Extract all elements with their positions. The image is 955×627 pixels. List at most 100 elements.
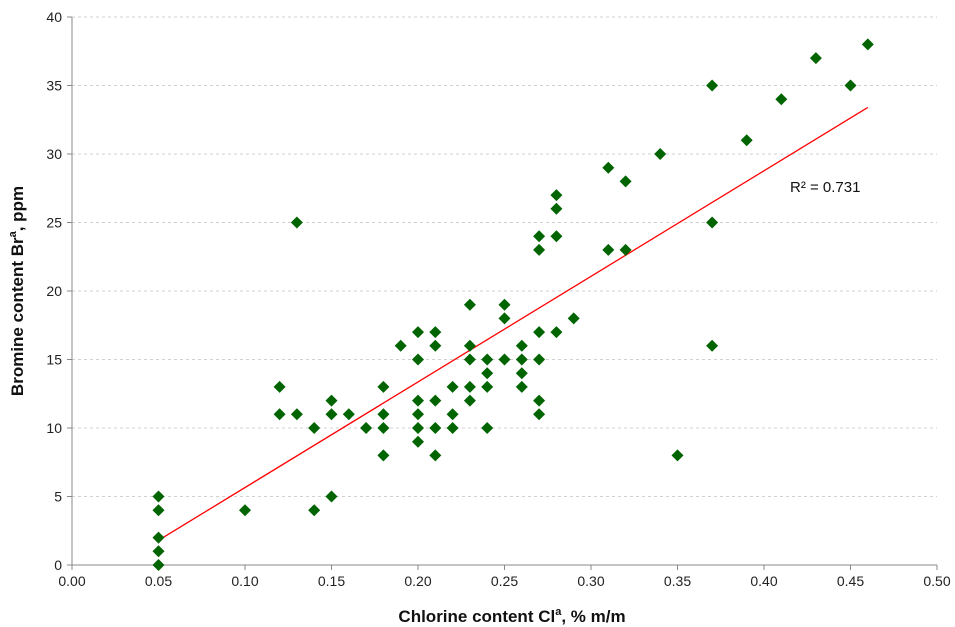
data-point [152, 559, 165, 571]
data-point [533, 408, 546, 421]
data-point [481, 367, 494, 380]
data-point [446, 422, 459, 434]
y-tick-label: 15 [46, 352, 62, 368]
data-point [515, 367, 528, 380]
data-point [515, 380, 528, 393]
data-point [152, 531, 165, 544]
data-point [706, 216, 719, 229]
data-point [342, 408, 355, 421]
data-point [602, 243, 615, 256]
x-tick-label: 0.10 [231, 573, 258, 589]
x-axis-title-sup: a [555, 606, 562, 618]
x-tick-label: 0.00 [58, 573, 85, 589]
data-point [152, 490, 165, 503]
y-tick-label: 0 [54, 557, 62, 573]
data-point [671, 449, 684, 462]
data-point [429, 339, 442, 352]
data-point [550, 326, 563, 339]
data-point [377, 408, 390, 421]
data-point [654, 148, 667, 160]
data-point [619, 243, 632, 256]
y-tick-labels: 0 5 10 15 20 25 30 35 40 [46, 9, 72, 573]
y-tick-label: 40 [46, 9, 62, 25]
data-point [844, 79, 857, 92]
data-point [775, 93, 788, 106]
data-point [481, 422, 494, 434]
gridlines [72, 16, 937, 497]
r-squared-annotation: R² = 0.731 [790, 179, 860, 196]
data-point [515, 353, 528, 366]
data-point [533, 394, 546, 407]
x-tick-label: 0.15 [318, 573, 345, 589]
data-point [706, 79, 719, 92]
y-axis-title-suffix: , ppm [8, 186, 27, 231]
data-point [152, 504, 165, 517]
x-tick-label: 0.50 [923, 573, 950, 589]
x-tick-label: 0.25 [491, 573, 518, 589]
data-point [446, 380, 459, 393]
data-point [412, 422, 424, 434]
data-point [290, 216, 303, 229]
x-tick-label: 0.20 [404, 573, 431, 589]
data-point [533, 243, 546, 256]
data-point [394, 339, 407, 352]
data-point [550, 230, 563, 243]
y-axis-title-main: Bromine content Br [8, 237, 27, 396]
data-point [412, 435, 424, 448]
data-point [567, 312, 580, 325]
data-point [412, 394, 424, 407]
data-point [550, 202, 563, 215]
data-point [498, 312, 511, 325]
x-axis-title: Chlorine content Cla, % m/m [398, 606, 625, 626]
data-point [550, 189, 563, 202]
data-point [152, 545, 165, 558]
data-point [498, 298, 511, 311]
data-point [308, 504, 321, 517]
data-point [463, 394, 476, 407]
data-point [463, 298, 476, 311]
x-tick-labels: 0.00 0.05 0.10 0.15 0.20 0.25 0.30 0.35 0.40 0.45… [58, 565, 951, 589]
data-point [740, 134, 753, 147]
data-point [515, 339, 528, 352]
data-point [463, 380, 476, 393]
data-point [481, 353, 494, 366]
data-point [861, 38, 874, 51]
data-point [325, 408, 338, 421]
x-tick-label: 0.30 [577, 573, 604, 589]
data-point [239, 504, 251, 517]
y-tick-label: 35 [46, 78, 62, 94]
x-tick-label: 0.45 [837, 573, 864, 589]
data-point [429, 422, 442, 434]
data-point [290, 408, 303, 421]
data-points [152, 38, 874, 571]
data-point [377, 422, 390, 434]
data-point [809, 52, 822, 65]
data-point [325, 490, 338, 503]
trendline [158, 106, 869, 541]
data-point [533, 353, 546, 366]
y-tick-label: 30 [46, 146, 62, 162]
trendline-group [158, 106, 869, 541]
data-point [498, 353, 511, 366]
data-point [706, 339, 719, 352]
y-tick-label: 5 [54, 489, 62, 505]
data-point [273, 380, 286, 393]
data-point [429, 449, 442, 462]
y-tick-label: 10 [46, 420, 62, 436]
data-point [533, 230, 546, 243]
data-point [377, 380, 390, 393]
data-point [446, 408, 459, 421]
data-point [308, 422, 321, 434]
data-point [325, 394, 338, 407]
data-point [429, 326, 442, 339]
y-tick-label: 20 [46, 283, 62, 299]
data-point [412, 353, 424, 366]
data-point [533, 326, 546, 339]
data-point [412, 408, 424, 421]
data-point [481, 380, 494, 393]
data-point [360, 422, 373, 434]
x-tick-label: 0.35 [664, 573, 691, 589]
x-axis-title-main: Chlorine content Cl [398, 607, 555, 626]
